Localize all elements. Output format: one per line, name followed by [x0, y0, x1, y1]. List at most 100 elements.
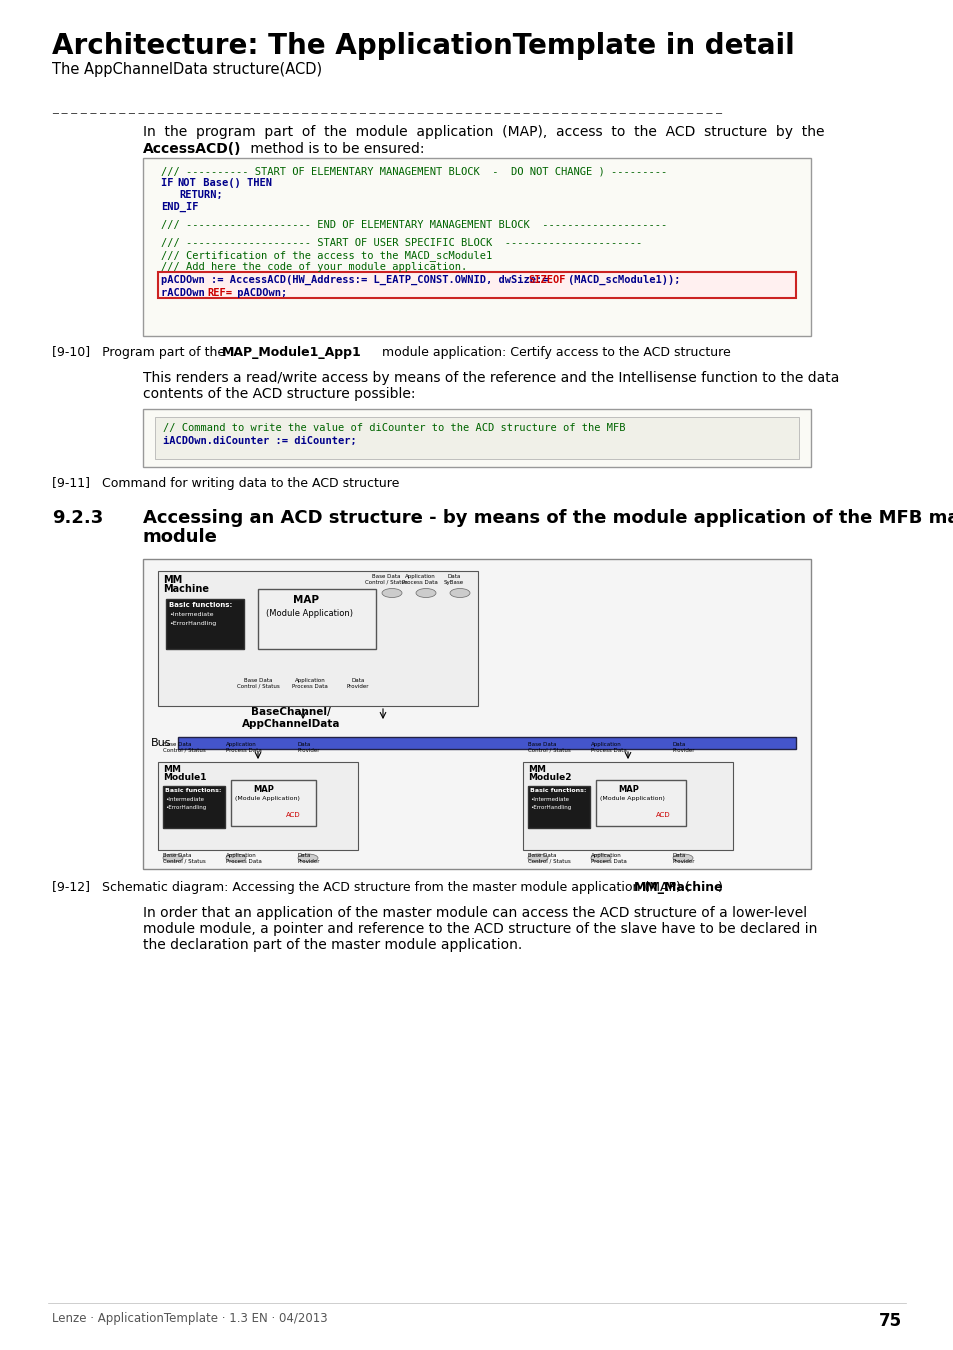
- Text: [9-12]   Schematic diagram: Accessing the ACD structure from the master module a: [9-12] Schematic diagram: Accessing the …: [52, 882, 689, 894]
- Text: (Module Application): (Module Application): [599, 796, 664, 801]
- FancyBboxPatch shape: [143, 409, 810, 467]
- Text: Application
Process Data: Application Process Data: [226, 743, 262, 753]
- Text: (Module Application): (Module Application): [234, 796, 299, 801]
- Text: This renders a read/write access by means of the reference and the Intellisense : This renders a read/write access by mean…: [143, 371, 839, 385]
- FancyBboxPatch shape: [143, 559, 810, 869]
- Text: •ErrorHandling: •ErrorHandling: [165, 805, 206, 810]
- Text: MM: MM: [163, 575, 182, 585]
- Text: Base Data
Control / Status: Base Data Control / Status: [527, 853, 570, 864]
- Text: MM: MM: [163, 765, 181, 774]
- Text: Accessing an ACD structure - by means of the module application of the MFB maste: Accessing an ACD structure - by means of…: [143, 509, 953, 526]
- Text: Module2: Module2: [527, 774, 571, 782]
- Text: The AppChannelData structure(ACD): The AppChannelData structure(ACD): [52, 62, 322, 77]
- Ellipse shape: [297, 855, 317, 863]
- FancyBboxPatch shape: [158, 571, 477, 706]
- FancyBboxPatch shape: [527, 786, 589, 828]
- Text: pACDOwn;: pACDOwn;: [231, 288, 287, 298]
- Text: Application
Process Data: Application Process Data: [401, 574, 437, 585]
- Text: Base() THEN: Base() THEN: [196, 178, 272, 188]
- Text: _ _ _ _ _ _ _ _ _ _ _ _ _ _ _ _ _ _ _ _ _ _ _ _ _ _ _ _ _ _ _ _ _ _ _ _ _ _ _ _ : _ _ _ _ _ _ _ _ _ _ _ _ _ _ _ _ _ _ _ _ …: [52, 100, 725, 113]
- Text: module application: Certify access to the ACD structure: module application: Certify access to th…: [377, 346, 730, 359]
- Text: •Intermediate: •Intermediate: [165, 796, 204, 802]
- Text: Data
Provider: Data Provider: [346, 678, 369, 688]
- Text: BaseChannel/
AppChannelData: BaseChannel/ AppChannelData: [241, 707, 340, 729]
- Text: In order that an application of the master module can access the ACD structure o: In order that an application of the mast…: [143, 906, 806, 919]
- Text: // Command to write the value of diCounter to the ACD structure of the MFB: // Command to write the value of diCount…: [163, 423, 625, 433]
- Text: Application
Process Data: Application Process Data: [292, 678, 328, 688]
- Text: NOT: NOT: [177, 178, 195, 188]
- Text: contents of the ACD structure possible:: contents of the ACD structure possible:: [143, 387, 416, 401]
- Text: (Module Application): (Module Application): [266, 609, 353, 618]
- Text: Data
SyBase: Data SyBase: [443, 574, 463, 585]
- Text: /// Add here the code of your module application.: /// Add here the code of your module app…: [161, 262, 467, 271]
- Text: In  the  program  part  of  the  module  application  (MAP),  access  to  the  A: In the program part of the module applic…: [143, 126, 823, 139]
- Ellipse shape: [416, 589, 436, 598]
- Text: •Intermediate: •Intermediate: [530, 796, 568, 802]
- Text: ): ): [718, 882, 722, 894]
- Text: •Intermediate: •Intermediate: [169, 612, 213, 617]
- Text: MAP: MAP: [253, 784, 274, 794]
- Text: [9-10]   Program part of the: [9-10] Program part of the: [52, 346, 229, 359]
- FancyBboxPatch shape: [143, 158, 810, 336]
- Text: ACD: ACD: [656, 811, 670, 818]
- Text: rACDOwn: rACDOwn: [161, 288, 211, 298]
- Text: MM: MM: [527, 765, 545, 774]
- Text: MM_Machine: MM_Machine: [634, 882, 723, 894]
- Text: •ErrorHandling: •ErrorHandling: [169, 621, 216, 626]
- Text: Basic functions:: Basic functions:: [530, 788, 586, 792]
- Ellipse shape: [590, 855, 610, 863]
- FancyBboxPatch shape: [158, 271, 795, 298]
- FancyBboxPatch shape: [257, 589, 375, 649]
- Text: •ErrorHandling: •ErrorHandling: [530, 805, 571, 810]
- Text: /// ---------- START OF ELEMENTARY MANAGEMENT BLOCK  -  DO NOT CHANGE ) --------: /// ---------- START OF ELEMENTARY MANAG…: [161, 166, 666, 176]
- Text: Machine: Machine: [163, 585, 209, 594]
- Text: IF: IF: [161, 178, 179, 188]
- Ellipse shape: [450, 589, 470, 598]
- Text: method is to be ensured:: method is to be ensured:: [246, 142, 424, 157]
- Text: Basic functions:: Basic functions:: [169, 602, 232, 608]
- FancyBboxPatch shape: [163, 786, 225, 828]
- FancyBboxPatch shape: [166, 599, 244, 649]
- Text: 75: 75: [878, 1312, 901, 1330]
- Text: module: module: [143, 528, 217, 545]
- Ellipse shape: [527, 855, 547, 863]
- Text: Data
Provider: Data Provider: [672, 853, 695, 864]
- Text: /// -------------------- END OF ELEMENTARY MANAGEMENT BLOCK  -------------------: /// -------------------- END OF ELEMENTA…: [161, 220, 666, 230]
- Text: AccessACD(): AccessACD(): [143, 142, 241, 157]
- Text: Application
Process Data: Application Process Data: [226, 853, 262, 864]
- Text: module module, a pointer and reference to the ACD structure of the slave have to: module module, a pointer and reference t…: [143, 922, 817, 936]
- Ellipse shape: [163, 855, 183, 863]
- Text: RETURN;: RETURN;: [179, 190, 222, 200]
- FancyBboxPatch shape: [596, 780, 685, 826]
- Text: ACD: ACD: [286, 811, 300, 818]
- Ellipse shape: [226, 855, 246, 863]
- Text: Application
Process Data: Application Process Data: [590, 853, 626, 864]
- Text: REF=: REF=: [207, 288, 232, 298]
- Text: Module1: Module1: [163, 774, 206, 782]
- Text: Base Data
Control / Status: Base Data Control / Status: [527, 743, 570, 753]
- Text: Data
Provider: Data Provider: [297, 743, 320, 753]
- Text: Base Data
Control / Status: Base Data Control / Status: [163, 853, 206, 864]
- Text: the declaration part of the master module application.: the declaration part of the master modul…: [143, 938, 521, 952]
- Text: Bus: Bus: [151, 738, 172, 748]
- Text: MAP: MAP: [293, 595, 318, 605]
- Text: Base Data
Control / Status: Base Data Control / Status: [163, 743, 206, 753]
- Text: pACDOwn := AccessACD(HW_Address:= L_EATP_CONST.OWNID, dwSize:=: pACDOwn := AccessACD(HW_Address:= L_EATP…: [161, 275, 554, 285]
- FancyBboxPatch shape: [158, 761, 357, 850]
- Text: /// -------------------- START OF USER SPECIFIC BLOCK  ----------------------: /// -------------------- START OF USER S…: [161, 238, 641, 248]
- Text: Application
Process Data: Application Process Data: [590, 743, 626, 753]
- FancyBboxPatch shape: [231, 780, 315, 826]
- Ellipse shape: [381, 589, 401, 598]
- Text: MAP: MAP: [618, 784, 639, 794]
- Ellipse shape: [672, 855, 692, 863]
- Text: Architecture: The ApplicationTemplate in detail: Architecture: The ApplicationTemplate in…: [52, 32, 794, 59]
- FancyBboxPatch shape: [154, 417, 799, 459]
- Text: END_IF: END_IF: [161, 202, 198, 212]
- Text: MAP_Module1_App1: MAP_Module1_App1: [222, 346, 361, 359]
- Text: Base Data
Control / Status: Base Data Control / Status: [236, 678, 279, 688]
- Text: /// Certification of the access to the MACD_scModule1: /// Certification of the access to the M…: [161, 250, 492, 261]
- Text: [9-11]   Command for writing data to the ACD structure: [9-11] Command for writing data to the A…: [52, 477, 399, 490]
- Text: 9.2.3: 9.2.3: [52, 509, 103, 526]
- FancyBboxPatch shape: [178, 737, 795, 749]
- Text: (MACD_scModule1));: (MACD_scModule1));: [567, 275, 679, 285]
